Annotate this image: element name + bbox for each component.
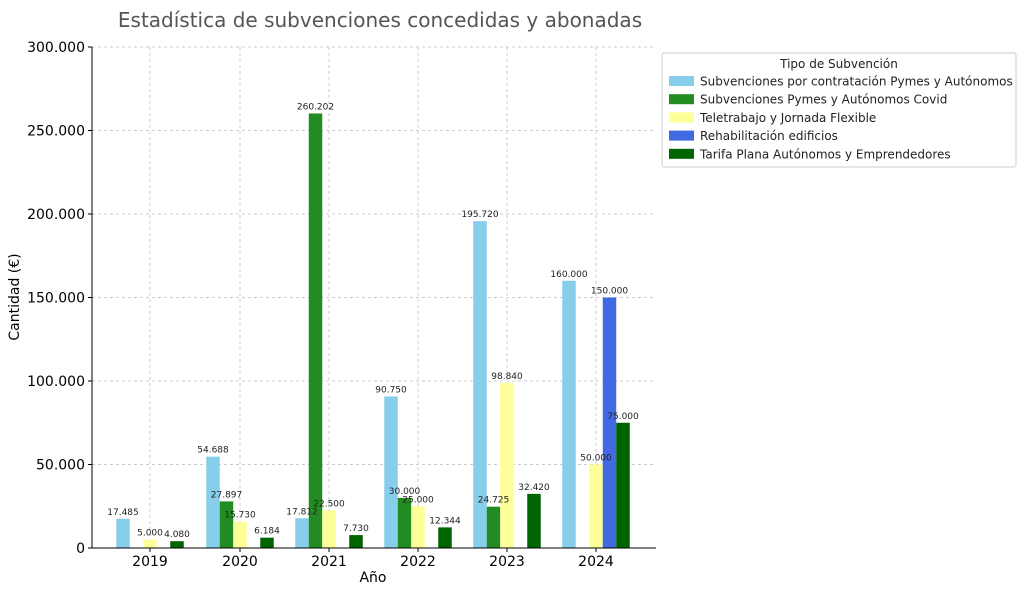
data-label: 7.730 — [343, 524, 369, 534]
bars — [116, 113, 630, 549]
grid — [92, 46, 656, 549]
x-tick-label: 2021 — [311, 554, 347, 570]
axes: 0 50.000 100.000 150.000 200.000 250.000 300.0… — [27, 40, 656, 570]
data-label: 260.202 — [297, 102, 334, 112]
x-axis-label: Año — [359, 570, 386, 586]
data-label: 22.500 — [313, 499, 345, 509]
bar — [602, 297, 617, 548]
legend-entry: Subvenciones por contratación Pymes y Au… — [700, 75, 1013, 89]
data-label: 17.812 — [286, 507, 318, 517]
x-tick-label: 2024 — [578, 554, 614, 570]
data-label: 150.000 — [591, 287, 628, 297]
y-tick-label: 300.000 — [27, 40, 85, 56]
data-label: 24.725 — [478, 496, 510, 506]
legend-box — [661, 52, 1017, 168]
y-tick-label: 250.000 — [27, 124, 85, 140]
data-label: 25.000 — [402, 495, 434, 505]
data-label: 6.184 — [254, 527, 280, 537]
x-tick-label: 2023 — [489, 554, 525, 570]
data-label: 160.000 — [550, 270, 587, 280]
legend-entry: Rehabilitación edificios — [700, 129, 838, 143]
legend-entry: Teletrabajo y Jornada Flexible — [699, 111, 876, 125]
bar — [170, 541, 184, 548]
bar — [486, 506, 501, 548]
y-tick-label: 200.000 — [27, 207, 85, 223]
data-label: 30.000 — [389, 487, 421, 497]
bar — [473, 221, 487, 549]
bar — [397, 497, 412, 548]
data-label: 75.000 — [607, 412, 639, 422]
legend-swatch — [669, 130, 694, 141]
y-tick-label: 150.000 — [27, 291, 85, 307]
y-tick-label: 100.000 — [27, 374, 85, 390]
data-label: 15.730 — [224, 511, 256, 521]
bar — [384, 396, 398, 548]
bar — [349, 535, 363, 548]
bar — [260, 537, 274, 548]
x-tick-label: 2022 — [400, 554, 436, 570]
data-label: 17.485 — [107, 508, 139, 518]
data-label: 5.000 — [137, 529, 163, 539]
y-tick-label: 0 — [76, 541, 85, 557]
data-label: 90.750 — [375, 385, 407, 395]
legend-swatch — [669, 148, 694, 159]
data-label: 32.420 — [518, 483, 550, 493]
legend-entry: Subvenciones Pymes y Autónomos Covid — [700, 93, 947, 107]
data-label: 195.720 — [461, 210, 498, 220]
bar — [411, 506, 425, 548]
legend-swatch — [669, 112, 694, 123]
data-label: 54.688 — [197, 446, 229, 456]
bar — [527, 493, 541, 548]
legend-swatch — [669, 94, 694, 105]
x-tick-label: 2020 — [222, 554, 258, 570]
bar — [500, 382, 514, 548]
legend-title: Tipo de Subvención — [779, 57, 898, 71]
bar — [322, 510, 336, 548]
bar — [308, 113, 323, 549]
bar — [295, 518, 309, 548]
bar — [116, 518, 130, 548]
bar — [143, 539, 157, 548]
legend-swatch — [669, 76, 694, 86]
bar — [562, 280, 576, 548]
legend: Tipo de Subvención Subvenciones por contr… — [661, 52, 1017, 168]
y-axis-label: Cantidad (€) — [7, 253, 23, 340]
data-label: 27.897 — [211, 490, 243, 500]
data-labels: 17.485 54.688 17.812 90.750 195.720 160.000 27… — [107, 102, 639, 540]
data-label: 4.080 — [164, 530, 190, 540]
data-label: 12.344 — [429, 516, 461, 526]
y-tick-label: 50.000 — [36, 458, 85, 474]
data-label: 50.000 — [580, 454, 612, 464]
legend-entry: Tarifa Plana Autónomos y Emprendedores — [699, 147, 951, 161]
bar — [589, 464, 603, 548]
chart-title: Estadística de subvenciones concedidas y… — [118, 8, 642, 32]
x-tick-label: 2019 — [132, 554, 168, 570]
bar — [438, 527, 452, 548]
bar — [219, 501, 234, 548]
bar — [616, 422, 630, 548]
data-label: 98.840 — [491, 372, 523, 382]
bar — [233, 521, 247, 548]
bar — [206, 456, 220, 548]
